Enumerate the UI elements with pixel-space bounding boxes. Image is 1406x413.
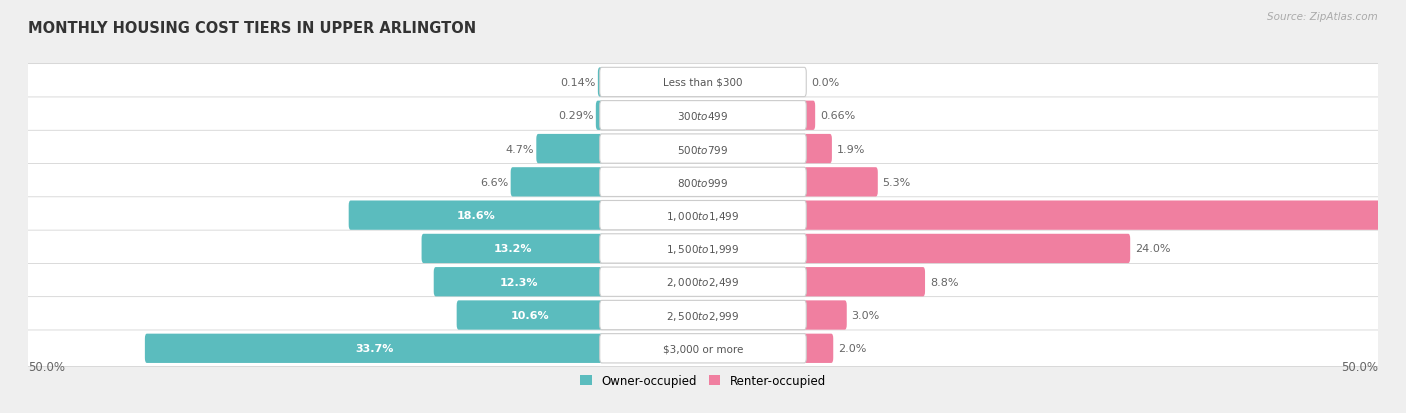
FancyBboxPatch shape	[27, 330, 1379, 367]
FancyBboxPatch shape	[422, 234, 603, 263]
Text: Less than $300: Less than $300	[664, 78, 742, 88]
FancyBboxPatch shape	[803, 268, 925, 297]
FancyBboxPatch shape	[600, 201, 806, 230]
FancyBboxPatch shape	[145, 334, 603, 363]
Text: 2.0%: 2.0%	[838, 344, 866, 354]
FancyBboxPatch shape	[803, 168, 877, 197]
FancyBboxPatch shape	[27, 131, 1379, 167]
Text: 0.0%: 0.0%	[811, 78, 839, 88]
FancyBboxPatch shape	[27, 164, 1379, 201]
FancyBboxPatch shape	[510, 168, 603, 197]
Text: 33.7%: 33.7%	[356, 344, 394, 354]
FancyBboxPatch shape	[349, 201, 603, 230]
FancyBboxPatch shape	[803, 334, 834, 363]
Text: 12.3%: 12.3%	[499, 277, 538, 287]
Text: $3,000 or more: $3,000 or more	[662, 344, 744, 354]
FancyBboxPatch shape	[600, 168, 806, 197]
Text: Source: ZipAtlas.com: Source: ZipAtlas.com	[1267, 12, 1378, 22]
Text: 13.2%: 13.2%	[494, 244, 531, 254]
FancyBboxPatch shape	[803, 234, 1130, 263]
Text: 8.8%: 8.8%	[929, 277, 959, 287]
Text: 0.14%: 0.14%	[561, 78, 596, 88]
Text: $2,000 to $2,499: $2,000 to $2,499	[666, 275, 740, 289]
FancyBboxPatch shape	[803, 135, 832, 164]
Text: 6.6%: 6.6%	[481, 178, 509, 188]
Text: 0.29%: 0.29%	[558, 111, 593, 121]
Text: 50.0%: 50.0%	[28, 360, 65, 373]
Text: $2,500 to $2,999: $2,500 to $2,999	[666, 309, 740, 322]
FancyBboxPatch shape	[803, 301, 846, 330]
Text: 1.9%: 1.9%	[837, 144, 865, 154]
Text: 10.6%: 10.6%	[510, 310, 550, 320]
FancyBboxPatch shape	[27, 197, 1379, 234]
FancyBboxPatch shape	[27, 230, 1379, 267]
Text: 0.66%: 0.66%	[820, 111, 855, 121]
Text: 3.0%: 3.0%	[852, 310, 880, 320]
FancyBboxPatch shape	[600, 334, 806, 363]
Text: $500 to $799: $500 to $799	[678, 143, 728, 155]
FancyBboxPatch shape	[27, 98, 1379, 134]
FancyBboxPatch shape	[600, 135, 806, 164]
FancyBboxPatch shape	[457, 301, 603, 330]
FancyBboxPatch shape	[600, 268, 806, 297]
FancyBboxPatch shape	[600, 68, 806, 97]
Text: $300 to $499: $300 to $499	[678, 110, 728, 122]
Text: $1,000 to $1,499: $1,000 to $1,499	[666, 209, 740, 222]
FancyBboxPatch shape	[27, 297, 1379, 334]
Text: 4.7%: 4.7%	[506, 144, 534, 154]
FancyBboxPatch shape	[600, 101, 806, 131]
Text: 24.0%: 24.0%	[1135, 244, 1170, 254]
FancyBboxPatch shape	[600, 234, 806, 263]
Text: $1,500 to $1,999: $1,500 to $1,999	[666, 242, 740, 255]
Text: MONTHLY HOUSING COST TIERS IN UPPER ARLINGTON: MONTHLY HOUSING COST TIERS IN UPPER ARLI…	[28, 21, 477, 36]
FancyBboxPatch shape	[803, 101, 815, 131]
FancyBboxPatch shape	[596, 101, 603, 131]
Text: 5.3%: 5.3%	[883, 178, 911, 188]
FancyBboxPatch shape	[600, 301, 806, 330]
FancyBboxPatch shape	[803, 201, 1406, 230]
FancyBboxPatch shape	[433, 268, 603, 297]
FancyBboxPatch shape	[27, 64, 1379, 101]
Legend: Owner-occupied, Renter-occupied: Owner-occupied, Renter-occupied	[575, 369, 831, 392]
FancyBboxPatch shape	[27, 264, 1379, 300]
Text: 18.6%: 18.6%	[457, 211, 496, 221]
FancyBboxPatch shape	[598, 68, 603, 97]
Text: $800 to $999: $800 to $999	[678, 176, 728, 188]
Text: 50.0%: 50.0%	[1341, 360, 1378, 373]
FancyBboxPatch shape	[536, 135, 603, 164]
